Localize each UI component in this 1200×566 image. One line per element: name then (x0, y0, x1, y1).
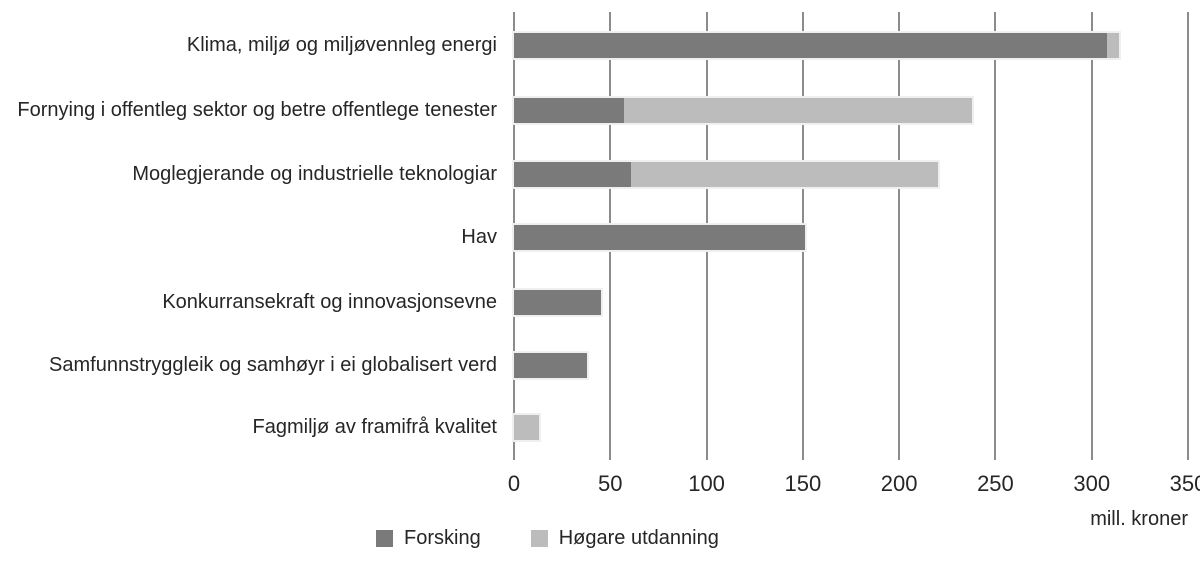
bar-segment-h-gare-utdanning (623, 98, 973, 123)
legend-swatch-hogare-utdanning (530, 530, 548, 547)
x-tick-label-300: 300 (1073, 471, 1111, 496)
legend-item-forsking: Forsking (376, 527, 481, 550)
x-tick-label-50: 50 (598, 471, 623, 496)
bar-row (514, 225, 805, 250)
bar-segment-forsking (514, 98, 624, 123)
bar-row (514, 162, 938, 187)
gridline-300 (1090, 12, 1093, 460)
gridline-250 (994, 12, 997, 460)
bar-segment-h-gare-utdanning (631, 162, 938, 187)
x-tick-label-250: 250 (977, 471, 1014, 496)
bar-row (514, 33, 1119, 58)
x-axis-unit-label: mill. kroner (1090, 508, 1188, 530)
bar-segment-h-gare-utdanning (1107, 33, 1119, 58)
x-tick-label-150: 150 (784, 471, 822, 496)
gridline-200 (898, 12, 901, 460)
legend-item-hogare-utdanning: Høgare utdanning (530, 527, 719, 550)
category-label: Samfunnstryggleik og samhøyr i ei global… (49, 354, 497, 376)
bar-segment-forsking (514, 353, 588, 378)
x-tick-label-0: 0 (507, 471, 521, 496)
bar-segment-forsking (514, 33, 1108, 58)
legend-label-hogare-utdanning: Høgare utdanning (558, 527, 719, 549)
chart-legend: Forsking Høgare utdanning (376, 527, 719, 550)
bar-segment-forsking (514, 290, 601, 315)
category-label: Fornying i offentleg sektor og betre off… (17, 99, 497, 121)
bar-row (514, 415, 540, 440)
bar-row (514, 290, 601, 315)
bar-row (514, 353, 588, 378)
legend-swatch-forsking (376, 530, 393, 547)
bar-row (514, 98, 973, 123)
bar-segment-forsking (514, 162, 632, 187)
legend-label-forsking: Forsking (404, 527, 481, 549)
gridline-350 (1187, 12, 1189, 460)
bar-segment-h-gare-utdanning (514, 415, 540, 440)
category-label: Klima, miljø og miljøvennleg energi (186, 34, 497, 56)
x-tick-label-350: 350 (1169, 471, 1200, 496)
x-tick-label-100: 100 (688, 471, 725, 496)
category-label: Konkurransekraft og innovasjonsevne (162, 291, 497, 313)
x-tick-label-200: 200 (880, 471, 918, 496)
bar-segment-forsking (514, 225, 805, 250)
category-label: Hav (461, 226, 497, 248)
category-label: Moglegjerande og industrielle teknologia… (132, 163, 497, 185)
category-label: Fagmiljø av framifrå kvalitet (252, 416, 498, 438)
